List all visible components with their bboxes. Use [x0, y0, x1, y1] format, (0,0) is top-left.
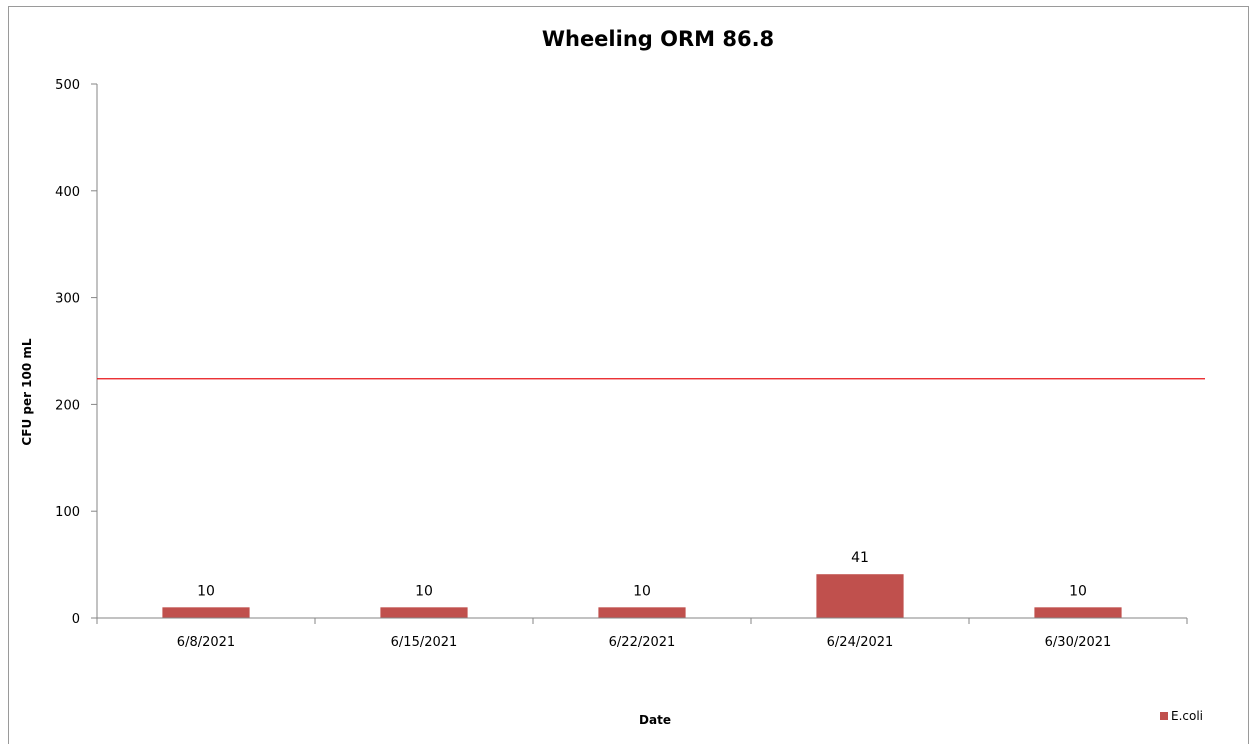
chart-title: Wheeling ORM 86.8: [542, 27, 774, 51]
y-axis-ticks: 0 100 200 300 400 500: [55, 78, 97, 627]
bar: [162, 607, 250, 618]
legend-label: E.coli: [1171, 709, 1203, 723]
x-tick-label: 6/15/2021: [391, 635, 458, 650]
x-axis-ticks: 6/8/2021 6/15/2021 6/22/2021 6/24/2021 6/30/…: [96, 618, 1188, 650]
bar-series: 10 10 10 41 10: [162, 550, 1122, 618]
data-label: 10: [415, 583, 433, 599]
x-axis-title: Date: [639, 713, 671, 727]
legend: E.coli: [1160, 709, 1203, 723]
y-tick-label: 200: [55, 398, 80, 413]
legend-swatch: [1160, 712, 1168, 720]
x-tick-label: 6/24/2021: [827, 635, 894, 650]
bar: [598, 607, 686, 618]
chart-frame: [8, 6, 1249, 747]
bar: [1034, 607, 1122, 618]
y-tick-label: 500: [55, 78, 80, 93]
x-tick-label: 6/22/2021: [609, 635, 676, 650]
y-tick-label: 100: [55, 505, 80, 520]
data-label: 10: [633, 583, 651, 599]
y-tick-label: 0: [72, 612, 80, 627]
x-tick-label: 6/8/2021: [177, 635, 235, 650]
data-label: 10: [197, 583, 215, 599]
x-tick-label: 6/30/2021: [1045, 635, 1112, 650]
y-axis-title: CFU per 100 mL: [20, 338, 34, 445]
bar: [380, 607, 468, 618]
bar: [816, 574, 904, 618]
data-label: 10: [1069, 583, 1087, 599]
y-tick-label: 400: [55, 185, 80, 200]
data-label: 41: [851, 550, 869, 566]
y-tick-label: 300: [55, 292, 80, 307]
